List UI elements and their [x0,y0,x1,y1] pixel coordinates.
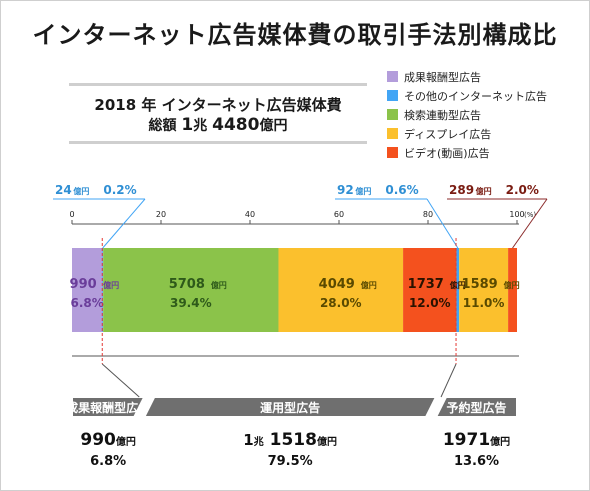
legend-swatch [387,109,398,120]
callout-percent-label: 0.6% [385,183,418,197]
group-connector [440,363,457,398]
legend-item: その他のインターネット広告 [387,86,547,105]
bar-segment [278,248,404,332]
total-value-a: 1 [181,115,194,135]
callout-value-label: 24 [55,183,72,197]
x-tick-label: 100 [509,210,524,219]
legend-swatch [387,71,398,82]
bar-segment [72,248,103,332]
legend-item: ディスプレイ広告 [387,124,547,143]
group-total-number: 1971 [443,430,490,450]
x-tick-label: 80 [423,210,433,219]
legend-label: ビデオ(動画)広告 [404,146,490,160]
segment-percent-label: 6.8% [70,296,103,310]
segment-percent-label: 12.0% [409,296,451,310]
group-total-prefix-unit: 兆 [254,435,264,448]
segment-value-label: 1589 [462,277,498,292]
legend-label: 検索連動型広告 [404,108,481,122]
legend-swatch [387,147,398,158]
group-total-number: 990 [80,430,116,450]
group-total-number: 1518 [264,430,317,450]
segment-value-label: 4049 [319,277,355,292]
total-value-b: 4480 [212,115,260,135]
bar-segment [508,248,517,332]
group-total-unit: 億円 [116,435,136,448]
legend-swatch [387,128,398,139]
group-band [71,396,146,418]
bar-segment [403,248,457,332]
segment-value-label: 1737 [408,277,444,292]
total-amount: 総額 1兆 4480億円 [69,115,367,135]
legend-label: ディスプレイ広告 [404,127,492,141]
segment-unit-label: 億円 [504,280,520,290]
group-band [142,396,438,418]
segment-unit-label: 億円 [211,280,227,290]
x-unit-label: (%) [524,211,536,219]
segment-value-label: 990 [70,277,97,292]
callout-percent-label: 0.2% [103,183,136,197]
callout-unit-label: 億円 [355,186,371,196]
total-prefix: 総額 [148,118,177,134]
chart-subtitle: 2018 年 インターネット広告媒体費 [94,96,342,114]
group-total-value: 1兆 1518億円 [243,430,337,450]
subtitle-top-rule [69,83,367,86]
group-band [434,396,518,418]
segment-percent-label: 28.0% [320,296,362,310]
group-total-percent: 13.6% [454,454,499,469]
segment-unit-label: 億円 [361,280,377,290]
legend-swatch [387,90,398,101]
subtitle-bottom-rule [69,141,367,144]
legend-label: 成果報酬型広告 [404,70,481,84]
bar-segment [456,248,460,332]
group-total-percent: 6.8% [90,454,126,469]
legend-label: その他のインターネット広告 [404,89,547,103]
x-tick-label: 40 [245,210,255,219]
group-total-percent: 79.5% [268,454,313,469]
group-connector [101,363,140,398]
chart-title: インターネット広告媒体費の取引手法別構成比 [32,21,558,49]
legend: 成果報酬型広告その他のインターネット広告 検索連動型広告 ディスプレイ広告 ビデオ(動… [387,67,547,162]
total-unit-a: 兆 [193,118,208,134]
bar-segment [459,248,509,332]
legend-item: ビデオ(動画)広告 [387,143,547,162]
group-total-unit: 億円 [490,435,510,448]
group-total-prefix: 1 [243,431,253,449]
callout-leader [426,198,459,249]
segment-unit-label: 億円 [103,280,119,290]
group-band-label: 成果報酬型広告 [66,400,150,415]
legend-item: 検索連動型広告 [387,105,547,124]
segment-percent-label: 39.4% [170,296,212,310]
segment-unit-label: 億円 [450,280,466,290]
group-total-value: 990億円 [80,430,136,450]
group-total-unit: 億円 [317,435,337,448]
x-tick-label: 0 [69,210,74,219]
x-tick-label: 20 [156,210,166,219]
total-unit-b: 億円 [259,118,288,134]
bar-segment [103,248,279,332]
group-total-value: 1971億円 [443,430,510,450]
callout-unit-label: 億円 [73,186,89,196]
segment-value-label: 5708 [169,277,205,292]
x-tick-label: 60 [334,210,344,219]
callout-value-label: 289 [449,183,474,197]
legend-item: 成果報酬型広告 [387,67,547,86]
callout-value-label: 92 [337,183,354,197]
callout-leader [102,198,146,249]
segment-percent-label: 11.0% [463,296,505,310]
callout-leader [512,198,548,249]
callout-percent-label: 2.0% [506,183,539,197]
callout-unit-label: 億円 [476,186,492,196]
group-band-label: 予約型広告 [447,400,507,415]
group-band-label: 運用型広告 [260,400,320,415]
